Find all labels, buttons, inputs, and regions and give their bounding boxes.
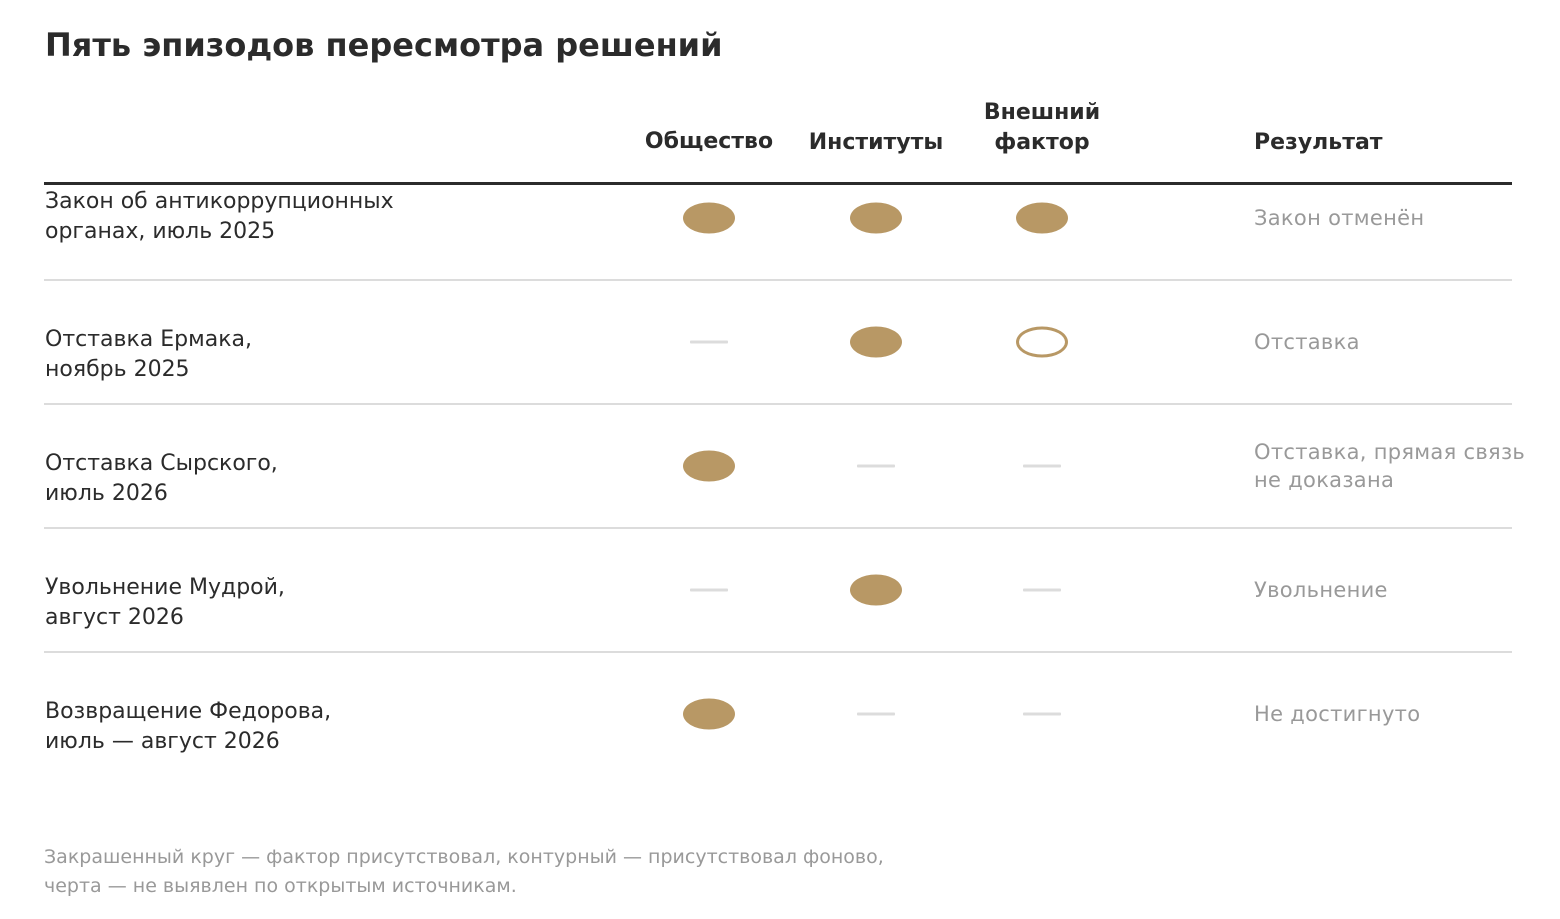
external-outline-marker: [1016, 326, 1068, 358]
institutions-filled-marker: [850, 326, 902, 358]
institutions-filled-marker: [850, 202, 902, 234]
external-filled-marker: [1016, 202, 1068, 234]
episode-label: Отставка Ермака, ноябрь 2025: [45, 327, 252, 382]
external-dash-marker: [1023, 712, 1061, 716]
society-filled-marker: [683, 450, 735, 482]
row-divider: [44, 651, 1512, 653]
society-filled-marker: [683, 698, 735, 730]
external-dash-marker: [1023, 588, 1061, 592]
page-title: Пять эпизодов пересмотра решений: [45, 26, 723, 64]
legend-footnote: Закрашенный круг — фактор присутствовал,…: [44, 846, 884, 897]
society-filled-marker: [683, 202, 735, 234]
institutions-filled-marker: [850, 574, 902, 606]
institutions-dash-marker: [857, 712, 895, 716]
result-label: Закон отменён: [1254, 206, 1425, 230]
column-header-institutions: Институты: [808, 130, 944, 155]
episode-label: Возвращение Федорова, июль — август 2026: [45, 699, 332, 754]
society-dash-marker: [690, 340, 728, 344]
row-divider: [44, 279, 1512, 281]
column-header-result: Результат: [1254, 130, 1383, 155]
result-label: Не достигнуто: [1254, 702, 1421, 726]
institutions-dash-marker: [857, 464, 895, 468]
column-header-external: Внешний фактор: [983, 100, 1101, 155]
result-label: Отставка, прямая связь не доказана: [1254, 440, 1526, 492]
society-dash-marker: [690, 588, 728, 592]
episode-label: Закон об антикоррупционных органах, июль…: [45, 189, 394, 244]
episode-label: Отставка Сырского, июль 2026: [45, 451, 278, 506]
column-header-society: Общество: [644, 129, 774, 154]
external-dash-marker: [1023, 464, 1061, 468]
header-rule: [44, 182, 1512, 185]
row-divider: [44, 403, 1512, 405]
result-label: Отставка: [1254, 330, 1360, 354]
result-label: Увольнение: [1254, 578, 1388, 602]
episode-label: Увольнение Мудрой, август 2026: [45, 575, 285, 630]
row-divider: [44, 527, 1512, 529]
